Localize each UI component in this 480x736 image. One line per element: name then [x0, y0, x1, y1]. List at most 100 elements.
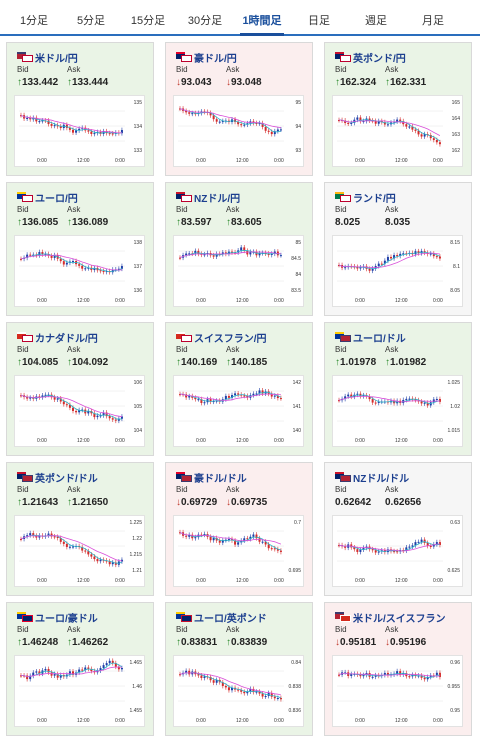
candle-body	[246, 691, 249, 694]
pair-card[interactable]: 米ドル/スイスフラン Bid Ask ↓0.95181 ↓0.95196 0.96 0.95…	[324, 602, 472, 736]
pair-card[interactable]: スイスフラン/円 Bid Ask ↑140.169 ↑140.185 142 141 140 0…	[165, 322, 313, 456]
candle-body	[212, 401, 215, 403]
x-tick-label: 0:00	[355, 718, 365, 724]
candle-body	[75, 410, 78, 413]
candle-body	[105, 663, 108, 666]
x-tick-label: 12:00	[395, 158, 408, 164]
candle-body	[362, 121, 365, 123]
candle-body	[344, 267, 347, 269]
candle-body	[356, 393, 359, 395]
candle-body	[438, 542, 441, 545]
candle-body	[99, 668, 102, 671]
candle-body	[255, 534, 258, 539]
x-tick-label: 12:00	[77, 718, 90, 724]
pair-card[interactable]: 米ドル/円 Bid Ask ↑133.442 ↑133.444 135 134 133 0:00…	[6, 42, 154, 176]
ask-label: Ask	[385, 345, 399, 354]
pair-card[interactable]: ランド/円 Bid Ask 8.025 8.035 8.15 8.1 8.05 0:00 12:0…	[324, 182, 472, 316]
y-tick-label: 0.695	[288, 568, 301, 574]
pair-name[interactable]: 英ポンド/ドル	[35, 474, 98, 485]
candle-body	[261, 541, 264, 543]
pair-name[interactable]: ユーロ/英ポンド	[194, 614, 267, 625]
x-tick-label: 12:00	[395, 718, 408, 724]
candle-body	[249, 251, 252, 255]
tab-6[interactable]: 週足	[365, 15, 387, 27]
candle-body	[32, 672, 35, 676]
candle-body	[246, 538, 249, 540]
pair-card[interactable]: ユーロ/ドル Bid Ask ↑1.01978 ↑1.01982 1.025 1.02 1.0…	[324, 322, 472, 456]
ma-fast-line	[20, 114, 123, 134]
ask-label: Ask	[226, 205, 240, 214]
tab-4[interactable]: 1時間足	[234, 8, 290, 36]
candle-body	[191, 113, 194, 115]
candle-body	[41, 252, 44, 255]
pair-card[interactable]: NZドル/ドル Bid Ask 0.62642 0.62656 0.63 0.625 0:00…	[324, 462, 472, 596]
candle-body	[78, 264, 81, 266]
tab-1[interactable]: 5分足	[76, 15, 106, 27]
pair-card[interactable]: NZドル/円 Bid Ask ↑83.597 ↑83.605 85 84.5 84 83.5 0:…	[165, 182, 313, 316]
pair-card[interactable]: ユーロ/円 Bid Ask ↑136.085 ↑136.089 138 137 136 0:00…	[6, 182, 154, 316]
candlestick-chart: 0.96 0.955 0.95 0:00 12:00 0:00	[332, 655, 463, 727]
candle-body	[243, 247, 246, 251]
pair-name[interactable]: ユーロ/円	[35, 194, 78, 205]
candle-body	[240, 690, 243, 692]
candle-body	[270, 393, 273, 397]
candle-body	[414, 129, 417, 131]
candle-body	[84, 268, 87, 270]
pair-card[interactable]: 豪ドル/ドル Bid Ask ↓0.69729 ↓0.69735 0.7 0.695 0:00…	[165, 462, 313, 596]
tab-7[interactable]: 月足	[422, 15, 444, 27]
pair-card[interactable]: カナダドル/円 Bid Ask ↑104.085 ↑104.092 106 105 104 0:…	[6, 322, 154, 456]
x-tick-label: 0:00	[433, 578, 443, 584]
pair-card[interactable]: 豪ドル/円 Bid Ask ↓93.043 ↓93.048 95 94 93 0:00 12:00…	[165, 42, 313, 176]
candle-body	[47, 394, 50, 396]
x-tick-label: 12:00	[236, 718, 249, 724]
candle-body	[353, 547, 356, 550]
pair-card[interactable]: 英ポンド/ドル Bid Ask ↑1.21643 ↑1.21650 1.225 1.22 1.…	[6, 462, 154, 596]
trend-arrow-icon: ↑	[176, 357, 181, 368]
ask-value: ↑162.331	[385, 77, 427, 88]
pair-name[interactable]: 豪ドル/ドル	[194, 474, 247, 485]
y-tick-label: 1.465	[129, 660, 142, 666]
candle-body	[29, 675, 32, 680]
candle-body	[423, 134, 426, 137]
pair-card[interactable]: ユーロ/豪ドル Bid Ask ↑1.46248 ↑1.46262 1.465 1.46 1.…	[6, 602, 154, 736]
pair-name[interactable]: ユーロ/ドル	[353, 334, 406, 345]
bid-label: Bid	[176, 485, 188, 494]
bid-value: ↑140.169	[176, 357, 218, 368]
candle-body	[81, 265, 84, 269]
pair-name[interactable]: カナダドル/円	[35, 334, 98, 345]
pair-card[interactable]: 英ポンド/円 Bid Ask ↑162.324 ↑162.331 165 164 163 162…	[324, 42, 472, 176]
pair-name[interactable]: 米ドル/円	[35, 54, 78, 65]
y-tick-label: 1.46	[132, 684, 142, 690]
tab-3[interactable]: 30分足	[187, 15, 223, 27]
candle-body	[65, 262, 68, 265]
candle-body	[120, 266, 123, 269]
pair-name[interactable]: NZドル/ドル	[353, 474, 410, 485]
candle-body	[50, 255, 53, 258]
pair-name[interactable]: スイスフラン/円	[194, 334, 267, 345]
candle-body	[399, 671, 402, 675]
pair-name[interactable]: 豪ドル/円	[194, 54, 237, 65]
pair-name[interactable]: 米ドル/スイスフラン	[353, 614, 446, 625]
pair-name[interactable]: 英ポンド/円	[353, 54, 406, 65]
tab-0[interactable]: 1分足	[19, 15, 49, 27]
pair-card[interactable]: ユーロ/英ポンド Bid Ask ↑0.83831 ↑0.83839 0.84 0.838 0…	[165, 602, 313, 736]
pair-name[interactable]: NZドル/円	[194, 194, 241, 205]
ask-label: Ask	[67, 65, 81, 74]
candle-body	[93, 556, 96, 560]
x-tick-label: 12:00	[236, 298, 249, 304]
pair-name[interactable]: ランド/円	[353, 194, 396, 205]
candle-body	[179, 532, 181, 534]
trend-arrow-icon: ↓	[176, 77, 181, 88]
candle-body	[399, 253, 402, 256]
candle-body	[209, 399, 212, 402]
candle-body	[377, 263, 380, 267]
candle-body	[62, 261, 65, 265]
pair-name[interactable]: ユーロ/豪ドル	[35, 614, 98, 625]
y-tick-label: 94	[295, 124, 301, 130]
x-tick-label: 12:00	[77, 578, 90, 584]
candle-body	[200, 399, 203, 404]
tab-5[interactable]: 日足	[308, 15, 330, 27]
x-tick-label: 12:00	[395, 578, 408, 584]
tab-2[interactable]: 15分足	[130, 15, 166, 27]
candle-body	[435, 672, 438, 676]
